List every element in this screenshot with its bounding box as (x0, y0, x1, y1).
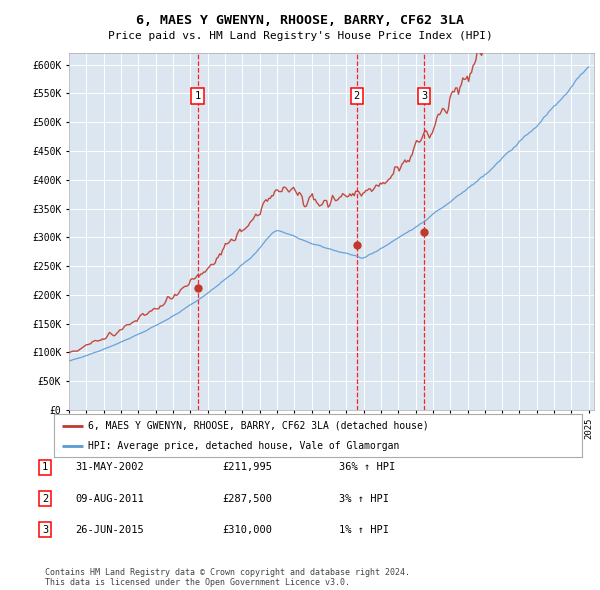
Text: 1: 1 (42, 463, 48, 472)
Text: 1: 1 (194, 91, 200, 101)
Text: 2: 2 (353, 91, 360, 101)
Text: 2: 2 (42, 494, 48, 503)
Text: £287,500: £287,500 (222, 494, 272, 503)
Text: 26-JUN-2015: 26-JUN-2015 (75, 525, 144, 535)
Text: Contains HM Land Registry data © Crown copyright and database right 2024.
This d: Contains HM Land Registry data © Crown c… (45, 568, 410, 587)
Text: 3% ↑ HPI: 3% ↑ HPI (339, 494, 389, 503)
Text: 6, MAES Y GWENYN, RHOOSE, BARRY, CF62 3LA: 6, MAES Y GWENYN, RHOOSE, BARRY, CF62 3L… (136, 14, 464, 27)
Text: 36% ↑ HPI: 36% ↑ HPI (339, 463, 395, 472)
Text: 1% ↑ HPI: 1% ↑ HPI (339, 525, 389, 535)
Text: £211,995: £211,995 (222, 463, 272, 472)
Text: 3: 3 (421, 91, 427, 101)
Text: 6, MAES Y GWENYN, RHOOSE, BARRY, CF62 3LA (detached house): 6, MAES Y GWENYN, RHOOSE, BARRY, CF62 3L… (88, 421, 429, 431)
Text: HPI: Average price, detached house, Vale of Glamorgan: HPI: Average price, detached house, Vale… (88, 441, 400, 451)
Text: 31-MAY-2002: 31-MAY-2002 (75, 463, 144, 472)
Text: 3: 3 (42, 525, 48, 535)
Text: £310,000: £310,000 (222, 525, 272, 535)
Text: 09-AUG-2011: 09-AUG-2011 (75, 494, 144, 503)
Text: Price paid vs. HM Land Registry's House Price Index (HPI): Price paid vs. HM Land Registry's House … (107, 31, 493, 41)
